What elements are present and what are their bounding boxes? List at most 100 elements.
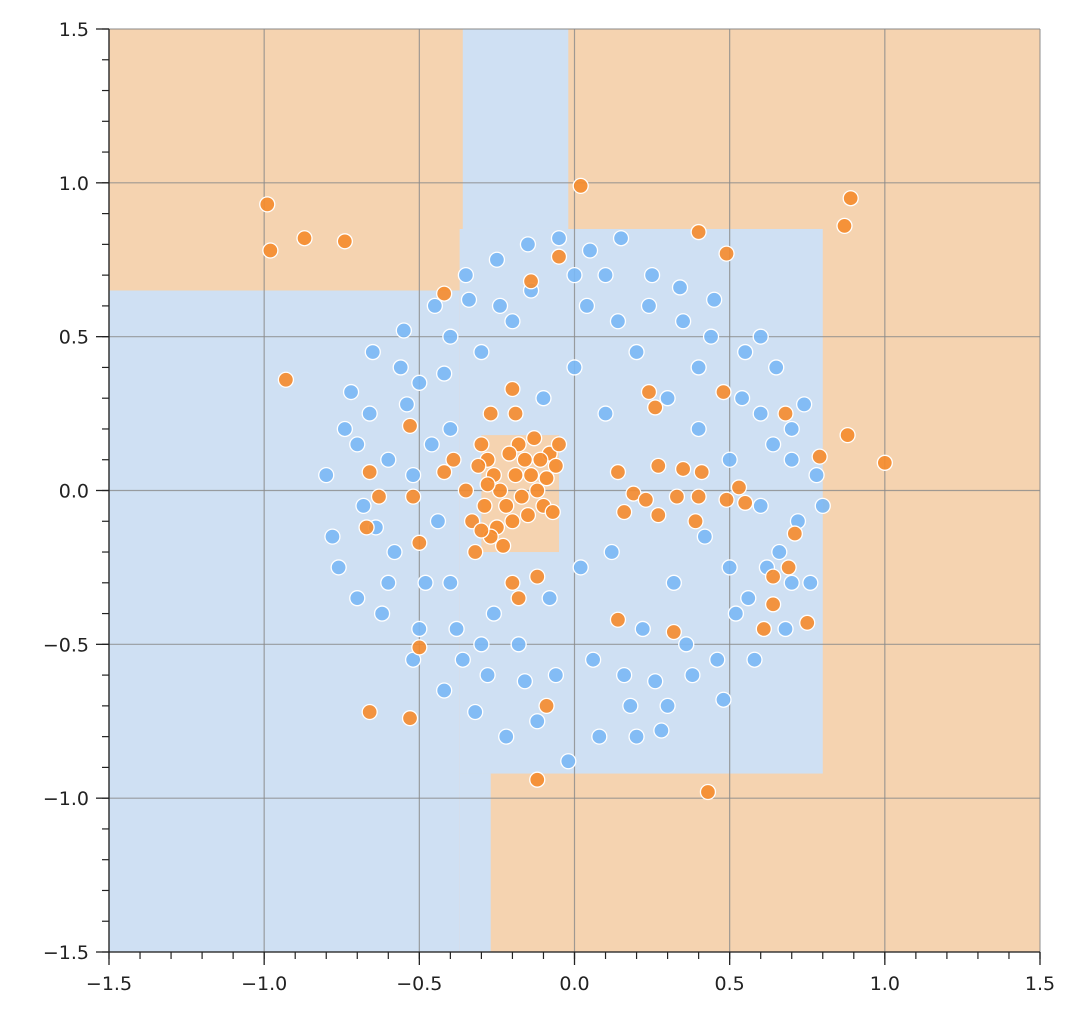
orange-point — [538, 697, 555, 715]
blue-point — [737, 343, 754, 361]
orange-point — [876, 454, 893, 471]
orange-point — [811, 448, 828, 465]
orange-point — [690, 488, 707, 505]
blue-point — [566, 359, 583, 376]
blue-point — [783, 451, 800, 468]
orange-point — [544, 503, 561, 521]
blue-point — [336, 420, 354, 438]
x-tick-label: 1.0 — [870, 973, 900, 995]
blue-point — [436, 682, 453, 699]
orange-point — [476, 497, 493, 515]
orange-point — [699, 783, 717, 801]
orange-point — [510, 590, 527, 607]
orange-point — [836, 217, 853, 235]
blue-point — [411, 374, 428, 391]
region-blue-lower_left_step — [459, 773, 491, 952]
orange-point — [777, 405, 794, 422]
orange-point — [482, 405, 499, 422]
orange-point — [473, 436, 490, 453]
blue-point — [541, 590, 558, 607]
blue-point — [473, 636, 490, 653]
orange-point — [411, 639, 428, 656]
orange-point — [529, 568, 546, 585]
blue-point — [324, 528, 341, 545]
orange-point — [550, 248, 568, 265]
orange-point — [504, 513, 521, 530]
blue-point — [386, 543, 403, 561]
orange-point — [457, 482, 475, 499]
blue-point — [612, 230, 630, 247]
orange-point — [479, 476, 496, 493]
blue-point — [622, 697, 639, 715]
blue-point — [721, 451, 738, 468]
orange-point — [504, 380, 521, 398]
blue-point — [746, 651, 763, 668]
orange-point — [507, 405, 524, 422]
orange-point — [370, 488, 388, 505]
orange-point — [470, 457, 487, 475]
blue-point — [584, 651, 602, 668]
orange-point — [715, 383, 732, 401]
orange-point — [842, 190, 859, 207]
orange-point — [764, 568, 782, 585]
x-tick-label: 0.0 — [559, 973, 589, 995]
orange-point — [529, 771, 546, 788]
blue-point — [473, 343, 490, 361]
orange-point — [336, 233, 354, 250]
blue-point — [740, 590, 757, 607]
region-blue-vertical_band_top — [462, 29, 569, 229]
orange-point — [799, 614, 816, 631]
orange-point — [616, 503, 633, 521]
blue-point — [678, 636, 695, 653]
blue-point — [417, 574, 434, 591]
blue-point — [752, 405, 769, 422]
blue-point — [634, 620, 651, 638]
orange-point — [494, 537, 512, 555]
orange-point — [730, 479, 748, 496]
blue-point — [591, 728, 608, 745]
blue-point — [498, 728, 515, 745]
orange-point — [647, 399, 664, 416]
blue-point — [404, 466, 422, 484]
blue-point — [768, 359, 785, 376]
y-tick-label: 1.0 — [59, 173, 89, 195]
blue-point — [457, 266, 475, 284]
blue-class-points — [318, 230, 831, 770]
blue-point — [485, 605, 502, 622]
orange-point — [690, 223, 707, 241]
blue-point — [603, 543, 620, 561]
orange-point — [839, 426, 856, 444]
axes: −1.5 −1.0 −0.5 0.0 0.5 1.0 1.5 −1.5 −1.0 −0.5 0.0 0… — [43, 19, 1055, 995]
orange-point — [693, 463, 710, 481]
y-tick-label: −0.5 — [43, 634, 89, 656]
blue-point — [665, 574, 682, 591]
x-tick-label: −1.0 — [241, 973, 287, 995]
orange-point — [529, 482, 546, 499]
blue-point — [364, 343, 381, 361]
orange-point — [764, 596, 782, 613]
blue-point — [535, 390, 552, 407]
orange-point — [436, 285, 453, 302]
blue-point — [578, 297, 596, 315]
orange-point — [786, 525, 803, 542]
y-tick-label: 0.5 — [59, 327, 89, 349]
orange-point — [668, 488, 686, 505]
x-tick-label: −0.5 — [396, 973, 442, 995]
y-tick-label: −1.0 — [43, 788, 89, 810]
orange-point — [401, 710, 419, 727]
orange-point — [361, 463, 378, 481]
blue-point — [330, 559, 347, 576]
orange-point — [358, 519, 375, 536]
blue-point — [715, 691, 732, 708]
orange-point — [516, 451, 533, 468]
blue-point — [690, 420, 707, 438]
orange-point — [522, 466, 540, 484]
blue-point — [398, 396, 416, 413]
orange-point — [498, 497, 515, 515]
orange-point — [436, 463, 453, 481]
orange-point — [262, 242, 279, 259]
orange-point — [755, 620, 772, 638]
blue-point — [696, 528, 713, 545]
blue-point — [429, 513, 447, 530]
